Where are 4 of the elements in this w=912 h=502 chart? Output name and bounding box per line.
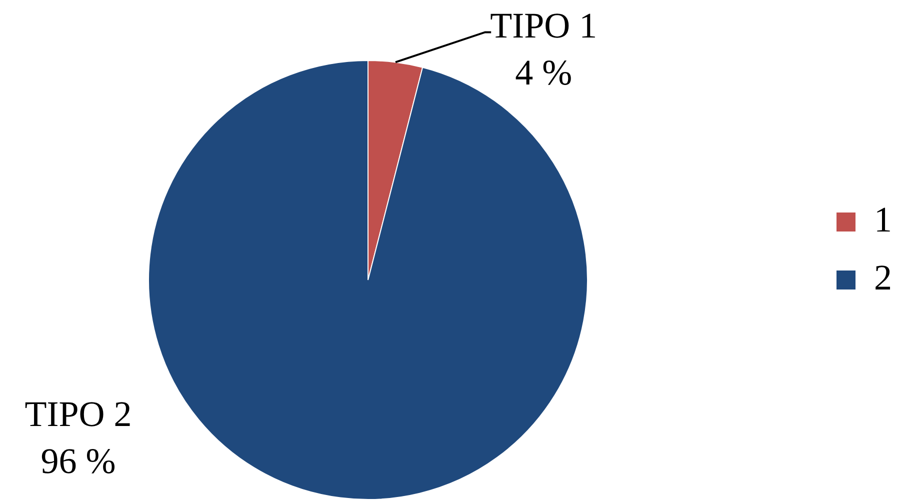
legend-label: 2 <box>874 257 892 298</box>
legend-label: 1 <box>874 199 892 240</box>
data-label: TIPO 2 96 % <box>24 394 132 482</box>
data-label: TIPO 1 4 % <box>490 6 598 93</box>
